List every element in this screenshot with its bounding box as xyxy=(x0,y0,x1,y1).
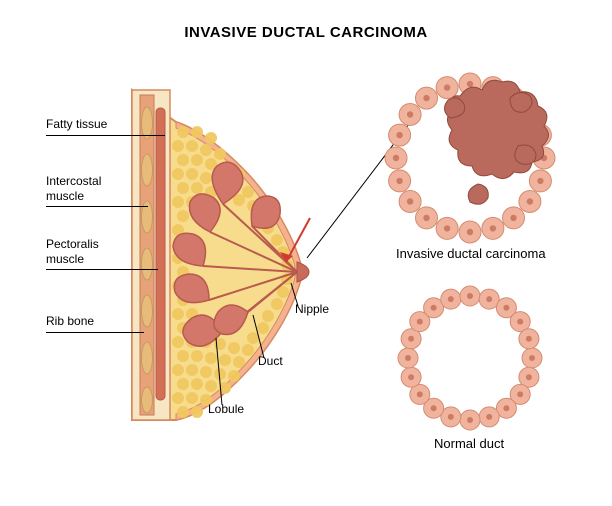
label-intercostal-muscle: Intercostal muscle xyxy=(46,174,101,204)
label-normal-duct: Normal duct xyxy=(434,436,504,452)
leader-pectoralis xyxy=(46,269,158,270)
leader-intercostal xyxy=(46,206,148,207)
label-invasive-carcinoma: Invasive ductal carcinoma xyxy=(396,246,546,262)
label-duct: Duct xyxy=(258,354,283,369)
nipple xyxy=(297,262,309,282)
label-pectoralis-muscle: Pectoralis muscle xyxy=(46,237,99,267)
label-nipple: Nipple xyxy=(295,302,329,317)
leader-rib xyxy=(46,332,144,333)
label-rib-bone: Rib bone xyxy=(46,314,94,329)
label-fatty-tissue: Fatty tissue xyxy=(46,117,107,132)
normal-duct-detail xyxy=(398,286,542,430)
leader-fatty xyxy=(46,135,165,136)
label-lobule: Lobule xyxy=(208,402,244,417)
carcinoma-duct-detail xyxy=(385,73,555,243)
